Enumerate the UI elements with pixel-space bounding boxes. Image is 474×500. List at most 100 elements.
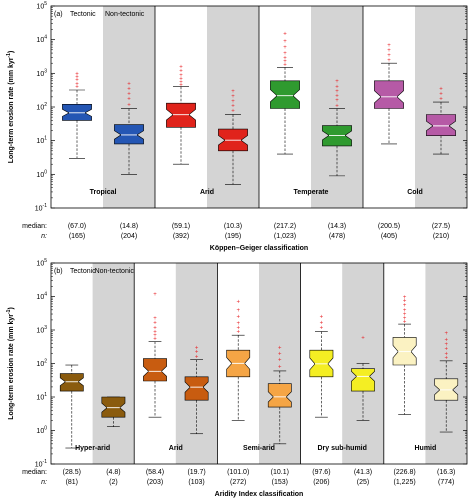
outlier-point: + <box>444 347 448 353</box>
outlier-point: + <box>403 295 407 301</box>
outlier-point: + <box>444 338 448 344</box>
outlier-point: + <box>278 358 282 364</box>
outlier-point: + <box>283 39 287 45</box>
nontectonic-shade <box>259 263 301 464</box>
y-tick-base: 10 <box>36 294 44 301</box>
notched-box <box>101 396 126 418</box>
median-value: (67.0) <box>68 223 86 230</box>
y-tick-base: 10 <box>36 261 44 268</box>
notched-box <box>351 368 375 392</box>
y-tick-label: 102 <box>36 359 47 369</box>
y-tick-label: 100 <box>36 169 47 179</box>
y-tick-exponent: 0 <box>44 169 47 175</box>
outlier-point: + <box>195 349 199 355</box>
notched-box <box>184 376 209 401</box>
group-label: Hyper-arid <box>75 445 110 452</box>
outlier-point: + <box>335 104 339 110</box>
outlier-point: + <box>403 308 407 314</box>
notched-box <box>270 80 300 109</box>
y-tick-exponent: 1 <box>44 392 47 398</box>
y-tick-label: 104 <box>36 292 47 302</box>
panel-label: (a) <box>54 11 63 18</box>
y-tick-exponent: 3 <box>44 325 47 331</box>
median-caption: median: <box>22 223 47 230</box>
box-tectonic: +++++ <box>62 71 92 159</box>
y-axis-label-text: Long-term erosion rate (mm kyr <box>8 57 15 163</box>
y-tick-label: 100 <box>36 426 47 436</box>
y-tick-base: 10 <box>36 138 44 145</box>
y-tick-exponent: 5 <box>44 1 47 7</box>
box-tectonic: +++++++ <box>143 292 167 418</box>
median-value: (101.0) <box>227 469 249 476</box>
outlier-point: + <box>403 312 407 318</box>
box-nontectonic: + <box>351 335 375 421</box>
nontectonic-shade <box>92 263 135 464</box>
box-tectonic: ++++++ <box>226 300 251 421</box>
n-value: (210) <box>433 233 449 240</box>
outlier-point: + <box>75 85 79 91</box>
notched-box <box>166 102 196 128</box>
outlier-point: + <box>236 330 240 336</box>
median-value: (28.5) <box>63 469 81 476</box>
y-tick-base: 10 <box>36 71 44 78</box>
y-tick-label: 104 <box>36 35 47 45</box>
outlier-point: + <box>231 89 235 95</box>
box-nontectonic <box>101 396 126 427</box>
outlier-point: + <box>127 92 131 98</box>
y-axis-label-sup: -1 <box>6 309 12 314</box>
median-value: (58.4) <box>146 469 164 476</box>
outlier-point: + <box>195 355 199 361</box>
outlier-point: + <box>179 77 183 83</box>
y-tick-exponent: 1 <box>44 136 47 142</box>
y-tick-exponent: 4 <box>44 35 47 41</box>
tectonic-header: Tectonic <box>70 11 96 18</box>
nontectonic-shade <box>207 6 259 208</box>
y-tick-label: 103 <box>36 325 47 335</box>
outlier-point: + <box>179 83 183 89</box>
outlier-point: + <box>320 325 324 331</box>
n-value: (203) <box>147 479 163 486</box>
outlier-point: + <box>127 96 131 102</box>
median-value: (14.3) <box>328 223 346 230</box>
nontectonic-header: Non-tectonic <box>95 268 135 275</box>
outlier-point: + <box>403 319 407 325</box>
group-label: Humid <box>415 445 437 452</box>
notched-box <box>59 373 84 392</box>
n-value: (2) <box>109 479 118 486</box>
outlier-point: + <box>236 308 240 314</box>
outlier-point: + <box>236 315 240 321</box>
outlier-point: + <box>231 104 235 110</box>
outlier-point: + <box>335 85 339 91</box>
group-label: Tropical <box>90 189 117 196</box>
panel-label: (b) <box>54 268 63 275</box>
outlier-point: + <box>179 64 183 70</box>
box-nontectonic: +++ <box>184 346 209 435</box>
outlier-point: + <box>361 335 365 341</box>
median-value: (217.2) <box>274 223 296 230</box>
x-axis-label: Köppen–Geiger classification <box>210 245 308 252</box>
y-tick-label: 101 <box>36 392 47 402</box>
box-tectonic: ++++ <box>374 43 404 145</box>
group-label: Cold <box>407 189 423 196</box>
outlier-point: + <box>179 73 183 79</box>
outlier-point: + <box>444 342 448 348</box>
y-axis-label: Long-term erosion rate (mm kyr-1) <box>6 307 15 420</box>
outlier-point: + <box>231 108 235 114</box>
n-value: (392) <box>173 233 189 240</box>
y-tick-label: 102 <box>36 102 47 112</box>
group-label: Dry sub-humid <box>318 445 367 452</box>
box-tectonic <box>59 364 84 449</box>
outlier-point: + <box>444 356 448 362</box>
n-value: (204) <box>121 233 137 240</box>
y-tick-base: 10 <box>35 206 43 213</box>
n-value: (25) <box>357 479 369 486</box>
box-nontectonic: ++++ <box>267 346 292 445</box>
outlier-point: + <box>387 58 391 64</box>
y-tick-label: 105 <box>36 258 47 268</box>
outlier-point: + <box>403 303 407 309</box>
outlier-point: + <box>387 48 391 54</box>
y-axis-label-text: Long-term erosion rate (mm kyr <box>8 314 15 420</box>
notched-box <box>114 124 144 145</box>
median-value: (14.8) <box>120 223 138 230</box>
median-value: (19.7) <box>187 469 205 476</box>
